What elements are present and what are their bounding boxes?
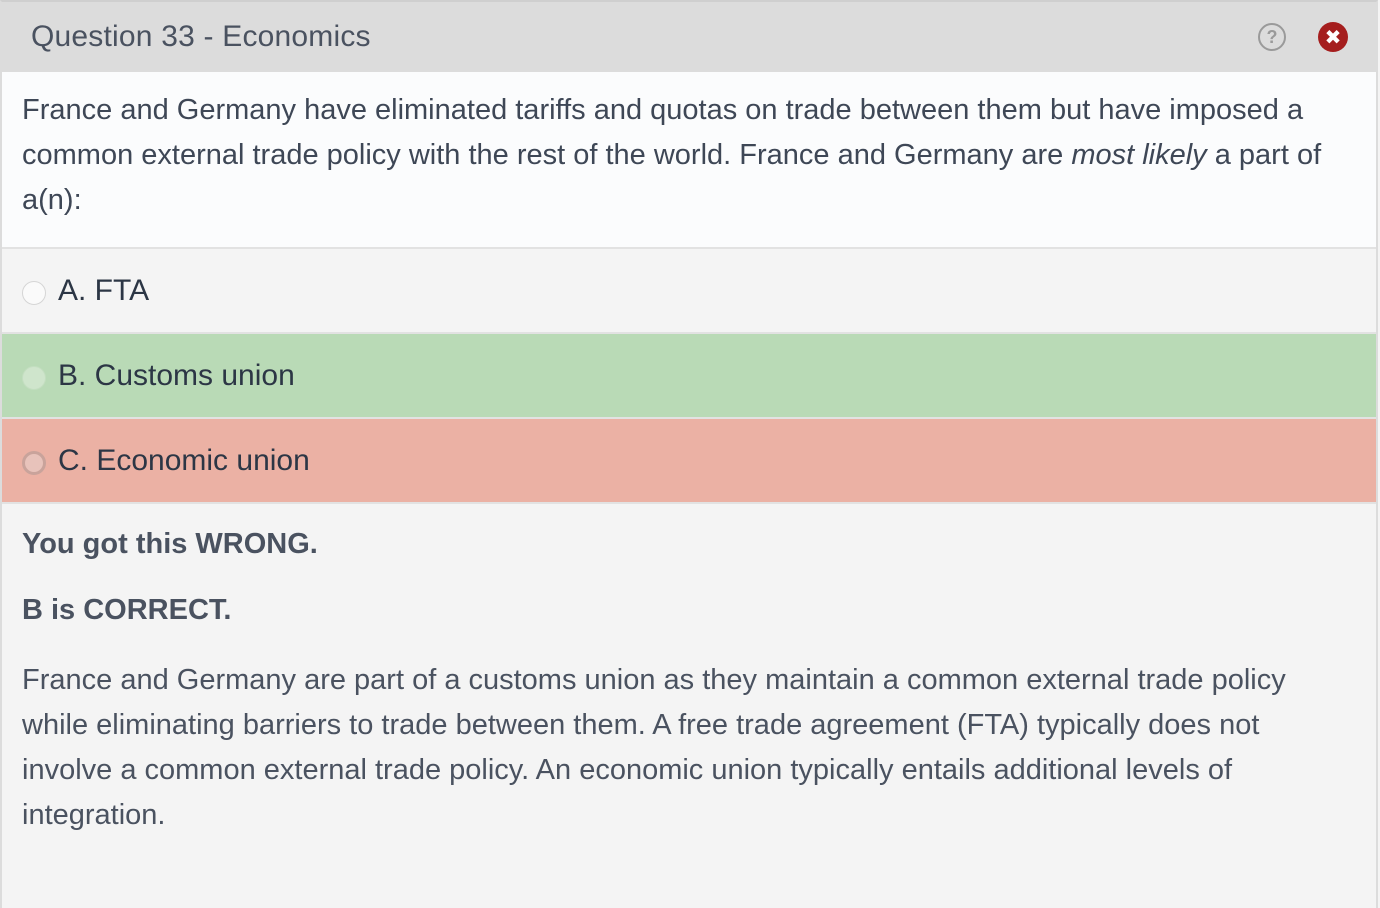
close-icon[interactable]: ✖ (1318, 22, 1348, 52)
radio-button-a[interactable] (22, 280, 46, 305)
panel-header: Question 33 - Economics ? ✖ (2, 2, 1376, 72)
feedback-section: You got this WRONG. B is CORRECT. France… (2, 504, 1376, 838)
explanation-text: France and Germany are part of a customs… (22, 664, 1286, 831)
question-text: France and Germany have eliminated tarif… (2, 72, 1376, 249)
answer-option-c[interactable]: C. Economic union (2, 419, 1376, 504)
answer-option-label: B. Customs union (58, 358, 295, 392)
question-text-part1: France and Germany have eliminated tarif… (22, 94, 1304, 171)
correct-answer-message: B is CORRECT. (22, 594, 232, 626)
answer-option-label: C. Economic union (58, 443, 310, 477)
answer-option-b[interactable]: B. Customs union (2, 334, 1376, 419)
radio-button-c[interactable] (22, 450, 46, 475)
question-text-part2: a part of a(n): (22, 139, 1322, 216)
panel-title: Question 33 - Economics (31, 20, 371, 53)
help-icon[interactable]: ? (1258, 23, 1286, 51)
question-emphasis: most likely (1071, 139, 1207, 171)
header-icons: ? ✖ (1258, 22, 1348, 52)
radio-button-b[interactable] (22, 365, 46, 390)
answer-option-label: A. FTA (58, 273, 150, 307)
answer-option-a[interactable]: A. FTA (2, 249, 1376, 334)
result-message: You got this WRONG. (22, 528, 318, 560)
